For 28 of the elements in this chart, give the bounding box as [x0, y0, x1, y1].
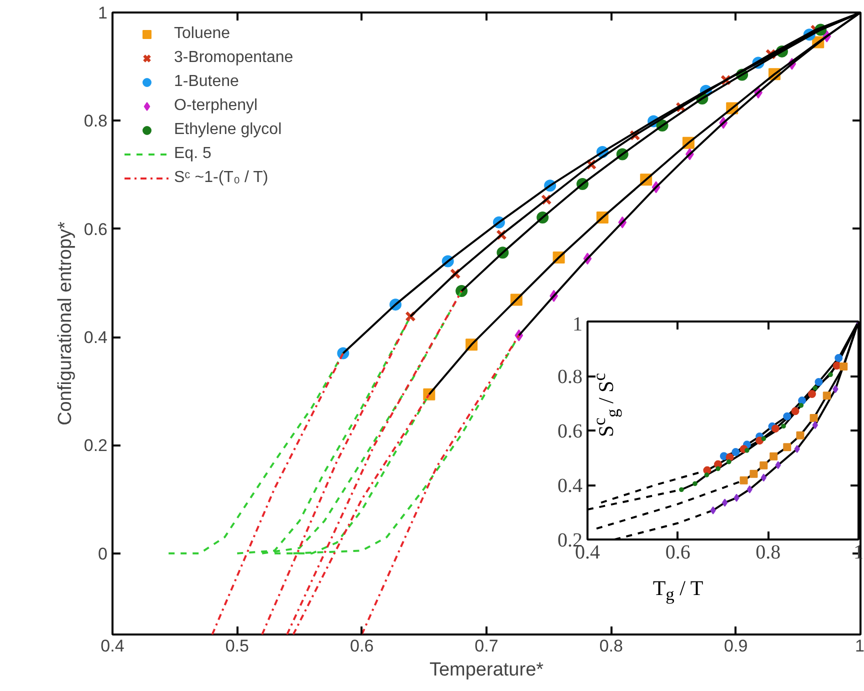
legend-label: 3-Bromopentane	[174, 49, 294, 67]
y-tick-label: 0.8	[84, 112, 108, 131]
legend-label: Sᶜ ~1-(T₀ / T)	[174, 169, 268, 187]
y-tick-label: 0	[98, 544, 108, 564]
legend-label: Ethylene glycol	[174, 121, 282, 139]
x-tick-label: 0.6	[665, 542, 690, 564]
y-tick-label: 1	[98, 4, 108, 22]
x-tick-label: 1	[855, 636, 864, 656]
x-axis-title: T$_{g}$ / T	[652, 575, 704, 606]
y-tick-label: 0.6	[84, 220, 108, 239]
x-tick-label: 0.8	[599, 636, 623, 656]
y-tick-label: 0.6	[558, 420, 582, 442]
legend-label: Toluene	[174, 25, 230, 43]
x-axis-title: Temperature*	[429, 660, 544, 680]
y-axis-title: Configurational entropy*	[54, 220, 76, 426]
legend-label: Eq. 5	[174, 145, 212, 163]
x-tick-label: 0.9	[724, 636, 748, 656]
x-tick-label: 0.8	[756, 542, 781, 564]
x-tick-label: 0.7	[474, 636, 498, 656]
y-tick-label: 0.4	[558, 475, 582, 497]
y-tick-label: 1	[572, 314, 582, 336]
x-tick-label: 0.5	[225, 636, 249, 656]
y-tick-label: 0.2	[84, 436, 108, 456]
x-tick-label: 0.6	[350, 636, 374, 656]
y-tick-label: 0.8	[558, 366, 582, 388]
legend-label: O-terphenyl	[174, 97, 258, 115]
legend-label: 1-Butene	[174, 73, 239, 91]
y-tick-label: 0.4	[84, 328, 108, 348]
